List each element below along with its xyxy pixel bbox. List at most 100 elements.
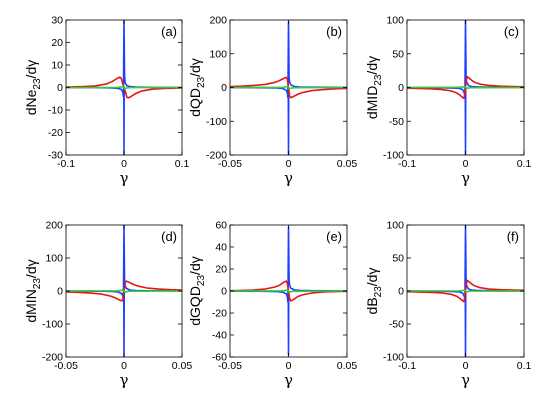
y-tick-label: -200 [42, 352, 63, 364]
x-axis-label: γ [461, 371, 470, 389]
panel-e: -0.05 0 0.05 -60 -40 -20 0 20 40 60 (e) γ dGQD23/dγ [187, 220, 357, 390]
y-tick-label: -20 [212, 308, 227, 320]
series-line-green [66, 85, 182, 90]
panel-c: -0.1 0 0.1 -100 -50 0 50 100 (c) γ dMID23/dγ [364, 15, 531, 188]
y-tick-label: 50 [392, 253, 404, 265]
panel-label: (e) [326, 229, 342, 244]
y-axis-label-sub: 23 [32, 278, 43, 290]
y-tick-label: -20 [48, 127, 63, 139]
y-axis-label: dMID23/dγ [364, 56, 384, 119]
y-axis-label-base: dMIN [23, 289, 39, 322]
y-tick-label: -200 [206, 150, 227, 162]
series-line-green [230, 85, 347, 90]
y-axis-label: dNe23/dγ [23, 60, 43, 116]
series-line-green [230, 288, 347, 294]
x-tick-label: 0 [286, 360, 292, 372]
series-line-blue [407, 20, 524, 99]
series-group [66, 225, 182, 357]
x-tick-label: 0.1 [517, 360, 532, 372]
y-tick-label: -100 [383, 352, 404, 364]
y-axis-label-sub: 23 [196, 275, 207, 287]
y-tick-label: 0 [221, 82, 227, 94]
series-group [230, 226, 347, 356]
y-tick-label: 40 [215, 242, 227, 254]
y-axis-label-base: dMID [364, 86, 380, 119]
y-axis-label-base: dGQD [187, 286, 203, 326]
y-tick-label: 50 [392, 48, 404, 60]
x-axis-label: γ [120, 169, 129, 187]
panel-b: -0.05 0 0.05 -200 -100 0 100 200 (b) γ dQD23/dγ [187, 15, 357, 188]
y-tick-label: -50 [389, 319, 404, 331]
series-line-green [66, 288, 182, 294]
y-tick-label: 0 [398, 286, 404, 298]
y-tick-label: 60 [215, 220, 227, 232]
y-tick-label: -100 [383, 150, 404, 162]
panel-d: -0.05 0 0.05 -200 -100 0 100 200 (d) γ dMIN23/dγ [23, 220, 192, 390]
y-tick-label: 20 [215, 264, 227, 276]
panel-label: (a) [161, 24, 177, 39]
y-tick-label: -100 [206, 116, 227, 128]
y-tick-label: 100 [386, 220, 404, 232]
y-axis-label-sub: 23 [373, 74, 384, 86]
y-tick-label: 0 [221, 286, 227, 298]
series-group [66, 20, 182, 155]
x-tick-label: -0.1 [57, 158, 75, 170]
y-tick-label: -100 [42, 319, 63, 331]
x-tick-label: 0 [463, 360, 469, 372]
y-axis-label: dGQD23/dγ [187, 256, 207, 326]
x-tick-label: 0.05 [337, 158, 358, 170]
x-tick-label: -0.05 [54, 360, 78, 372]
panel-label: (c) [504, 24, 519, 39]
series-group [230, 20, 347, 155]
y-axis-label-base: dB [364, 297, 380, 314]
x-axis-label: γ [284, 169, 293, 187]
y-axis-label-tail: /dγ [364, 56, 380, 75]
x-tick-label: 0 [121, 360, 127, 372]
y-tick-label: 0 [398, 82, 404, 94]
y-tick-label: 0 [57, 286, 63, 298]
y-tick-label: 200 [209, 15, 227, 27]
y-axis-label-base: dNe [23, 89, 39, 115]
y-tick-label: 20 [51, 37, 63, 49]
y-tick-label: -60 [212, 352, 227, 364]
panel-label: (d) [161, 229, 177, 244]
x-tick-label: 0.1 [517, 158, 532, 170]
y-tick-label: 0 [57, 82, 63, 94]
series-group [407, 225, 524, 357]
y-axis-label: dB23/dγ [364, 268, 384, 315]
y-tick-label: 100 [209, 48, 227, 60]
y-axis-label: dMIN23/dγ [23, 259, 43, 322]
y-tick-label: -30 [48, 150, 63, 162]
y-axis-label-sub: 23 [373, 286, 384, 298]
panel-label: (b) [326, 24, 342, 39]
x-tick-label: -0.05 [218, 158, 242, 170]
y-tick-label: 10 [51, 60, 63, 72]
series-line-green [407, 85, 524, 90]
x-tick-label: -0.05 [218, 360, 242, 372]
x-axis-label: γ [120, 371, 129, 389]
panel-label: (f) [507, 229, 519, 244]
panel-f: -0.1 0 0.1 -100 -50 0 50 100 (f) γ dB23/dγ [364, 220, 531, 390]
x-axis-label: γ [284, 371, 293, 389]
y-tick-label: 30 [51, 15, 63, 27]
series-line-blue [407, 225, 524, 302]
x-tick-label: -0.1 [398, 360, 416, 372]
y-tick-label: -50 [389, 116, 404, 128]
x-tick-label: -0.1 [398, 158, 416, 170]
y-tick-label: 100 [45, 253, 63, 265]
y-tick-label: 200 [45, 220, 63, 232]
x-tick-label: 0.1 [175, 158, 190, 170]
y-axis-label-sub: 23 [196, 76, 207, 88]
y-axis-label-tail: /dγ [187, 256, 203, 275]
y-axis-label: dQD23/dγ [187, 58, 207, 117]
y-tick-label: -10 [48, 105, 63, 117]
x-tick-label: 0 [286, 158, 292, 170]
series-line-green [407, 289, 524, 293]
x-tick-label: 0 [121, 158, 127, 170]
y-tick-label: -40 [212, 330, 227, 342]
y-tick-label: 100 [386, 15, 404, 27]
x-tick-label: 0.05 [172, 360, 193, 372]
x-tick-label: 0 [463, 158, 469, 170]
y-axis-label-tail: /dγ [364, 268, 380, 287]
